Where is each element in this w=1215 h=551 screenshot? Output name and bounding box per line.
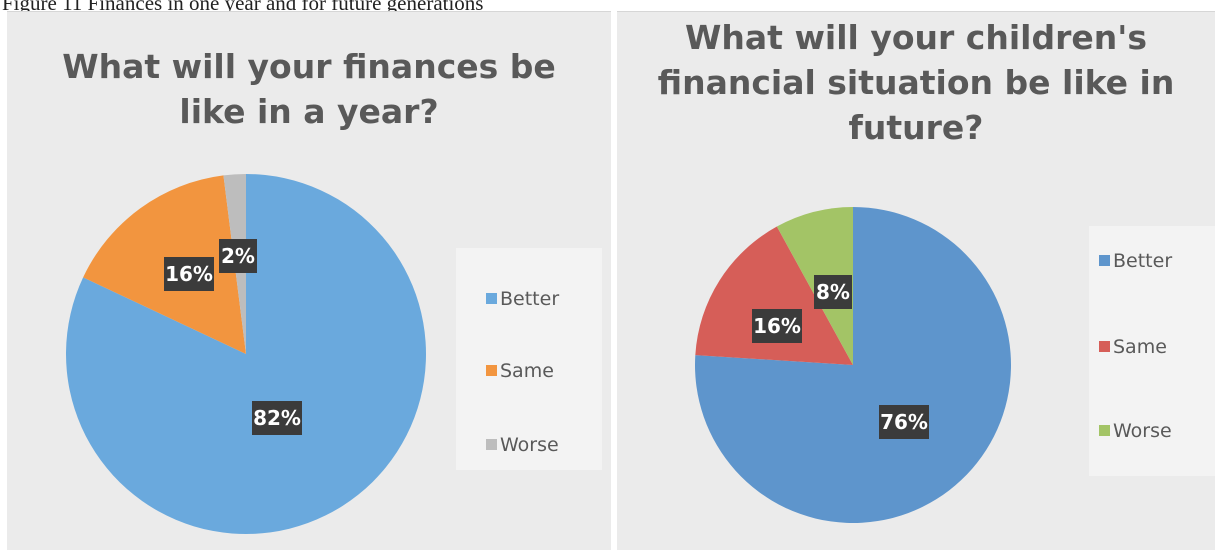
data-label-worse: 2%	[219, 239, 257, 273]
svg-text:2%: 2%	[221, 244, 255, 268]
pie-slice-same	[695, 226, 853, 365]
chart-title-line: future?	[848, 108, 984, 147]
svg-text:16%: 16%	[165, 262, 213, 286]
chart-panel-children-future: What will your children's financial situ…	[617, 11, 1215, 550]
legend-label: Worse	[500, 434, 559, 456]
legend-label: Same	[1113, 336, 1167, 358]
data-label-same: 16%	[752, 309, 802, 343]
svg-text:8%: 8%	[816, 280, 850, 304]
chart-title-line: like in a year?	[179, 92, 439, 131]
legend-item-same: Same	[1099, 336, 1167, 358]
legend-item-better: Better	[486, 288, 559, 310]
chart-legend: Better Same Worse	[456, 248, 602, 470]
legend-swatch	[1099, 255, 1110, 266]
data-label-better: 82%	[252, 401, 302, 435]
legend-item-worse: Worse	[486, 434, 559, 456]
chart-title-line: What will your children's	[685, 18, 1147, 57]
legend-item-better: Better	[1099, 250, 1172, 272]
legend-label: Same	[500, 360, 554, 382]
data-label-same: 16%	[164, 257, 214, 291]
pie-slice-better	[65, 174, 426, 535]
legend-label: Worse	[1113, 420, 1172, 442]
pie-chart: 76% 16% 8%	[694, 207, 1011, 523]
legend-swatch	[1099, 425, 1110, 436]
legend-item-worse: Worse	[1099, 420, 1172, 442]
legend-label: Better	[1113, 250, 1173, 272]
chart-title-line: financial situation be like in	[657, 63, 1175, 102]
data-label-better: 76%	[879, 405, 929, 439]
svg-text:82%: 82%	[253, 406, 301, 430]
chart-title-line: What will your finances be	[62, 47, 556, 86]
chart-title: What will your children's financial situ…	[617, 15, 1215, 150]
chart-title: What will your finances be like in a yea…	[7, 44, 611, 134]
legend-swatch	[1099, 341, 1110, 352]
chart-legend: Better Same Worse	[1089, 226, 1215, 476]
legend-item-same: Same	[486, 360, 554, 382]
svg-text:16%: 16%	[753, 314, 801, 338]
legend-label: Better	[500, 288, 560, 310]
chart-panel-finances-year: What will your finances be like in a yea…	[7, 11, 611, 550]
pie-slice-better	[694, 207, 1011, 523]
data-label-worse: 8%	[814, 275, 852, 309]
legend-swatch	[486, 439, 497, 450]
pie-chart: 82% 16% 2%	[65, 174, 426, 535]
legend-swatch	[486, 365, 497, 376]
legend-swatch	[486, 293, 497, 304]
svg-text:76%: 76%	[880, 410, 928, 434]
